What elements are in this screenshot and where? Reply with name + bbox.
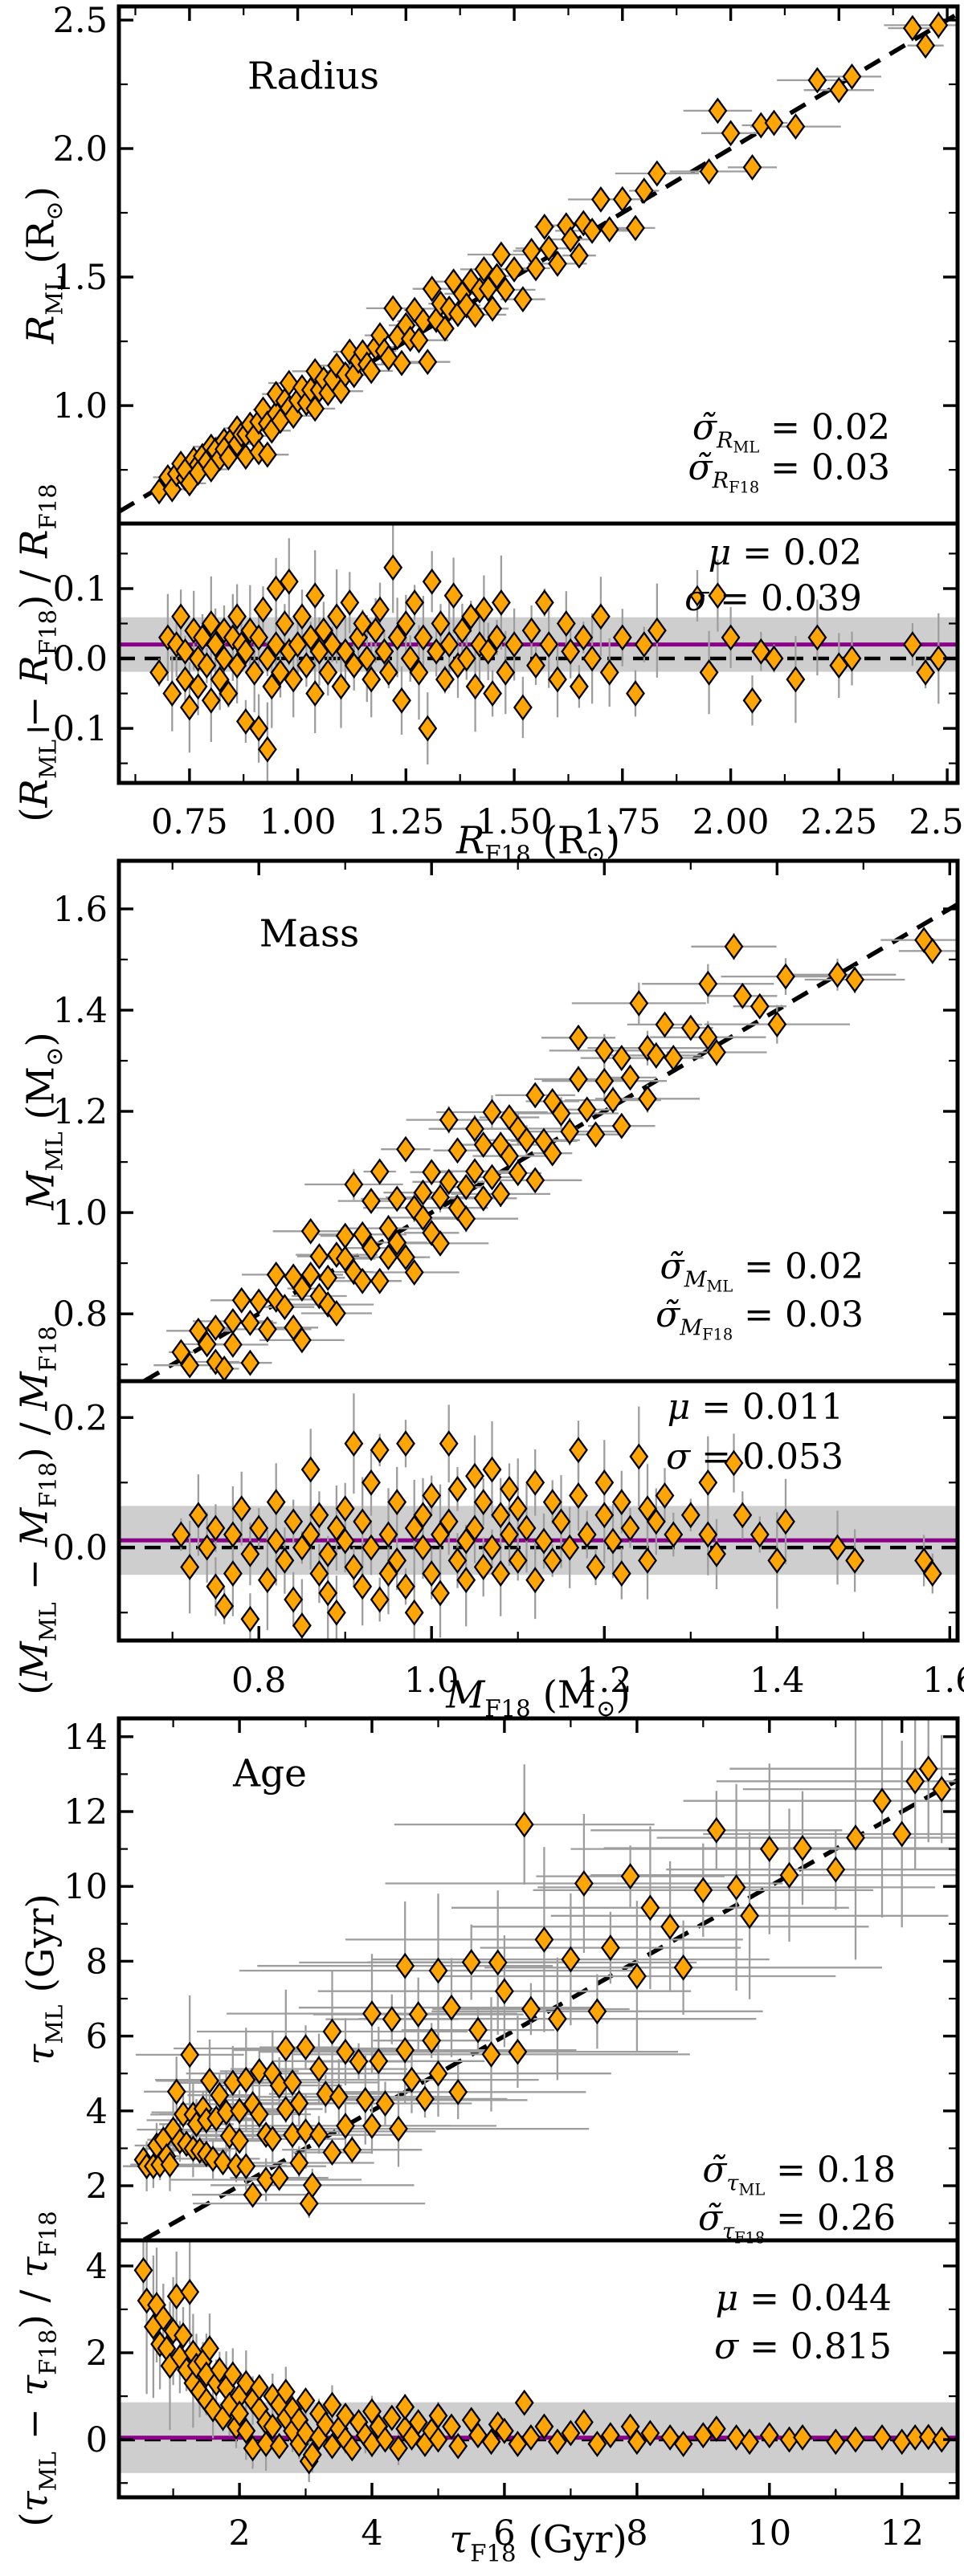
svg-text:0.8: 0.8 xyxy=(231,1661,286,1701)
svg-text:0.8: 0.8 xyxy=(53,1294,108,1335)
svg-text:1.5: 1.5 xyxy=(53,258,108,298)
svg-text:0.2: 0.2 xyxy=(53,1398,108,1438)
tick-labels: 0.75 1.00 1.25 1.50 1.75 2.00 2.25 2.50 1.0 1.5 2.… xyxy=(24,1,964,842)
radius-panel-title: Radius xyxy=(247,54,379,99)
axis-ticks xyxy=(120,1720,956,2496)
residual-panel-frame xyxy=(116,521,960,785)
annotation-radius-scatter-line1: σ̃RML = 0.02 xyxy=(692,407,890,457)
residual-data-points xyxy=(171,1430,942,1639)
svg-text:2.5: 2.5 xyxy=(53,1,108,41)
tick-labels: 0.8 1.0 1.2 1.4 1.6 0.8 1.0 1.2 1.4 1.6 0.0 0.2 xyxy=(53,890,964,1701)
svg-text:10: 10 xyxy=(63,1867,108,1907)
svg-text:12: 12 xyxy=(880,2513,924,2554)
annotation-radius-scatter-line2: σ̃RF18 = 0.03 xyxy=(688,447,890,497)
age-panel-title: Age xyxy=(233,1751,307,1796)
axis-ticks xyxy=(120,862,956,1639)
svg-text:0: 0 xyxy=(86,2420,108,2460)
tick-labels: 2 4 6 8 10 12 2 4 6 8 10 12 14 0 2 4 xyxy=(63,1718,924,2554)
svg-text:2: 2 xyxy=(86,2166,108,2207)
svg-text:−0.1: −0.1 xyxy=(24,709,108,749)
residual-data-points xyxy=(149,554,949,763)
svg-text:4: 4 xyxy=(86,2092,108,2132)
residual-data-points xyxy=(133,2256,952,2475)
svg-text:8: 8 xyxy=(86,1942,108,1982)
y-axis-label-radius-main: RML (R⊙) xyxy=(18,186,68,344)
svg-text:14: 14 xyxy=(63,1718,108,1758)
svg-text:2.00: 2.00 xyxy=(692,802,770,842)
main-data-points xyxy=(133,1755,952,2217)
svg-text:1.25: 1.25 xyxy=(367,802,444,842)
svg-text:1.6: 1.6 xyxy=(922,1661,964,1701)
annotation-age-residual-line1: μ = 0.044 xyxy=(715,2278,892,2319)
svg-text:8: 8 xyxy=(626,2513,647,2554)
svg-text:1.0: 1.0 xyxy=(404,1661,459,1701)
annotation-age-residual-line2: σ = 0.815 xyxy=(714,2326,892,2367)
annotation-mass-residual-line2: σ = 0.053 xyxy=(666,1437,844,1478)
svg-text:2: 2 xyxy=(86,2333,108,2374)
main-data-points xyxy=(149,11,949,505)
svg-text:1.2: 1.2 xyxy=(577,1661,631,1701)
annotation-mass-scatter-line2: σ̃MF18 = 0.03 xyxy=(656,1294,864,1344)
annotation-mass-residual-line1: μ = 0.011 xyxy=(667,1387,844,1428)
axis-ticks xyxy=(120,8,956,781)
svg-text:0.75: 0.75 xyxy=(151,802,228,842)
x-axis-label-age: τF18 (Gyr) xyxy=(449,2517,627,2567)
residual-panel-frame xyxy=(116,1379,960,1643)
annotation-radius-residual-line1: μ = 0.02 xyxy=(708,532,862,573)
svg-text:2: 2 xyxy=(228,2513,250,2554)
svg-text:10: 10 xyxy=(747,2513,791,2554)
y-axis-label-mass-main: MML (M⊙) xyxy=(18,1032,68,1210)
residual-panel-frame xyxy=(116,2238,960,2500)
y-axis-label-age-residual: (τML − τF18) / τF18 xyxy=(12,2211,62,2527)
svg-text:1.0: 1.0 xyxy=(53,1193,108,1233)
svg-text:1.6: 1.6 xyxy=(53,890,108,930)
svg-text:4: 4 xyxy=(86,2247,108,2287)
svg-text:1.4: 1.4 xyxy=(53,991,108,1031)
y-axis-label-age-main: τML (Gyr) xyxy=(18,1893,68,2065)
x-axis-label-mass: MF18 (M⊙) xyxy=(446,1673,631,1722)
svg-text:2.0: 2.0 xyxy=(53,129,108,169)
svg-text:0.1: 0.1 xyxy=(53,569,108,609)
mass-panel-title: Mass xyxy=(259,911,360,956)
svg-text:2.25: 2.25 xyxy=(800,802,877,842)
svg-text:0.0: 0.0 xyxy=(53,639,108,679)
svg-text:6: 6 xyxy=(493,2513,515,2554)
svg-text:1.0: 1.0 xyxy=(53,386,108,426)
annotation-age-scatter-line1: σ̃τML = 0.18 xyxy=(702,2150,896,2199)
svg-text:12: 12 xyxy=(63,1792,108,1832)
x-axis-label-radius: RF18 (R⊙) xyxy=(455,818,621,868)
annotation-radius-residual-line2: σ = 0.039 xyxy=(684,578,862,619)
svg-text:1.00: 1.00 xyxy=(259,802,337,842)
y-axis-label-mass-residual: (MML − MF18) / MF18 xyxy=(12,1326,62,1695)
identity-line xyxy=(120,12,956,514)
svg-text:0.0: 0.0 xyxy=(53,1528,108,1568)
svg-text:6: 6 xyxy=(86,2017,108,2057)
y-axis-label-radius-residual: (RML − RF18) / RF18 xyxy=(12,483,62,822)
svg-text:2.50: 2.50 xyxy=(909,802,964,842)
svg-text:1.4: 1.4 xyxy=(750,1661,804,1701)
svg-text:1.2: 1.2 xyxy=(53,1092,108,1132)
identity-line xyxy=(141,1778,956,2239)
svg-text:4: 4 xyxy=(361,2513,382,2554)
svg-text:1.50: 1.50 xyxy=(476,802,553,842)
svg-text:1.75: 1.75 xyxy=(584,802,661,842)
main-data-points xyxy=(171,927,942,1380)
annotation-age-scatter-line2: σ̃τF18 = 0.26 xyxy=(697,2198,896,2248)
annotation-mass-scatter-line1: σ̃MML = 0.02 xyxy=(660,1246,864,1296)
legend-diamond-icon xyxy=(689,585,705,607)
